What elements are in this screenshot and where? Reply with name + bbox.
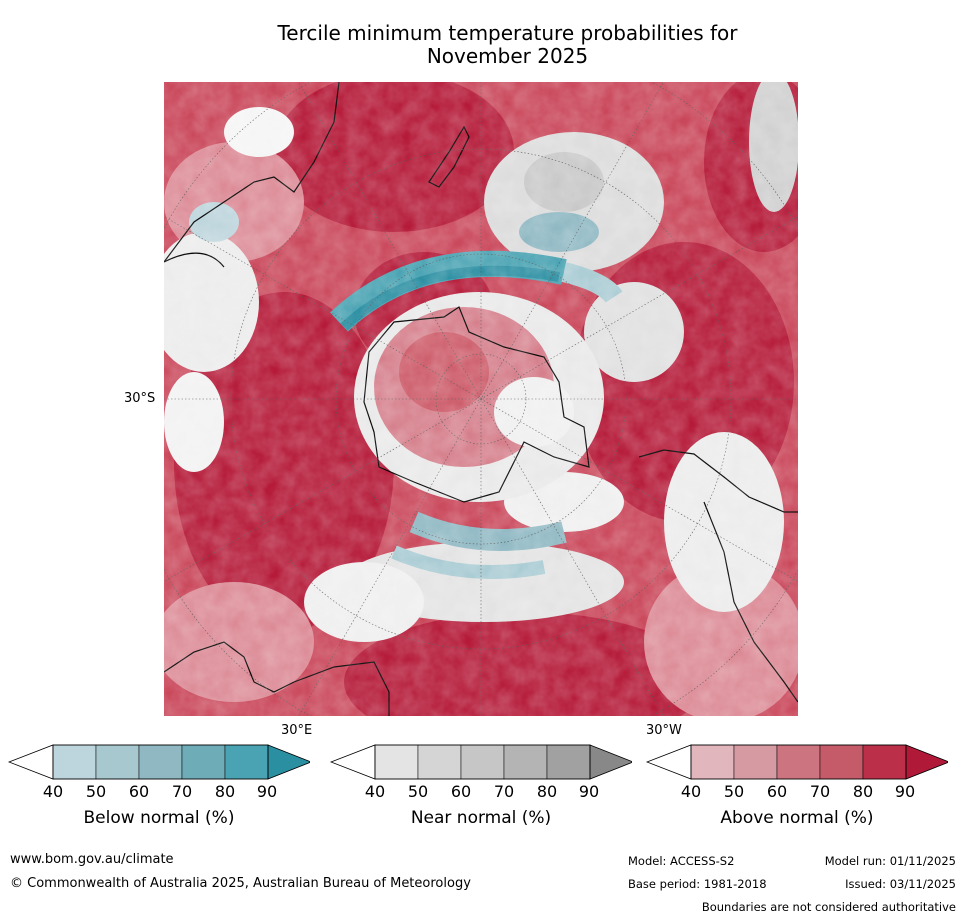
colorbar-frame xyxy=(374,744,591,780)
chart-title: Tercile minimum temperature probabilitie… xyxy=(0,22,965,68)
colorbar-segment xyxy=(181,744,226,780)
tick: 60 xyxy=(128,782,150,801)
map-texture xyxy=(164,82,798,716)
colorbar-segment xyxy=(138,744,183,780)
colorbar-segment xyxy=(862,744,907,780)
colorbar-segment xyxy=(52,744,97,780)
colorbar-ticks-near: 40 50 60 70 80 90 xyxy=(330,782,632,802)
tick: 80 xyxy=(536,782,558,801)
colorbar-frame xyxy=(52,744,269,780)
colorbar-segment xyxy=(733,744,778,780)
colorbar-segment xyxy=(374,744,419,780)
colorbar-label-near: Near normal (%) xyxy=(410,808,552,828)
tick: 60 xyxy=(766,782,788,801)
tick: 70 xyxy=(809,782,831,801)
colorbar-segment xyxy=(819,744,864,780)
colorbar-extend-max xyxy=(905,744,948,780)
model-text: Model: ACCESS-S2 xyxy=(628,854,735,868)
colorbar-segment xyxy=(95,744,140,780)
tick: 60 xyxy=(450,782,472,801)
tick: 70 xyxy=(171,782,193,801)
colorbar-label-below: Below normal (%) xyxy=(83,808,235,828)
issued-text: Issued: 03/11/2025 xyxy=(845,877,956,891)
tick: 90 xyxy=(894,782,916,801)
tick: 80 xyxy=(852,782,874,801)
colorbar-segment xyxy=(776,744,821,780)
base-period-text: Base period: 1981-2018 xyxy=(628,877,767,891)
tick: 50 xyxy=(407,782,429,801)
longitude-label-30w: 30°W xyxy=(646,723,682,738)
tick: 40 xyxy=(364,782,386,801)
tick: 40 xyxy=(680,782,702,801)
colorbar-extend-max xyxy=(267,744,310,780)
colorbar-segment xyxy=(224,744,269,780)
colorbar-frame xyxy=(690,744,907,780)
colorbar-segment xyxy=(417,744,462,780)
colorbar-below-normal xyxy=(8,744,310,780)
tick: 90 xyxy=(578,782,600,801)
colorbar-segment xyxy=(690,744,735,780)
disclaimer-text: Boundaries are not considered authoritat… xyxy=(701,900,956,914)
model-run-text: Model run: 01/11/2025 xyxy=(824,854,956,868)
colorbar-ticks-below: 40 50 60 70 80 90 xyxy=(8,782,310,802)
colorbar-segment xyxy=(460,744,505,780)
colorbar-segment xyxy=(546,744,591,780)
colorbar-ticks-above: 40 50 60 70 80 90 xyxy=(646,782,948,802)
tick: 50 xyxy=(85,782,107,801)
colorbar-label-above: Above normal (%) xyxy=(720,808,874,828)
colorbar-near-normal xyxy=(330,744,632,780)
tick: 50 xyxy=(723,782,745,801)
tick: 80 xyxy=(214,782,236,801)
colorbar-extend-max xyxy=(589,744,632,780)
title-line-2: November 2025 xyxy=(426,44,589,68)
colorbar-extend-min xyxy=(8,744,54,780)
copyright-text: © Commonwealth of Australia 2025, Austra… xyxy=(10,876,471,891)
title-line-1: Tercile minimum temperature probabilitie… xyxy=(277,21,738,45)
probability-map xyxy=(164,82,798,716)
colorbar-above-normal xyxy=(646,744,948,780)
colorbar-extend-min xyxy=(646,744,692,780)
colorbar-segment xyxy=(503,744,548,780)
colorbar-extend-min xyxy=(330,744,376,780)
tick: 90 xyxy=(256,782,278,801)
tick: 70 xyxy=(493,782,515,801)
tick: 40 xyxy=(42,782,64,801)
website-link[interactable]: www.bom.gov.au/climate xyxy=(10,852,174,867)
latitude-label: 30°S xyxy=(124,391,156,406)
longitude-label-30e: 30°E xyxy=(281,723,313,738)
